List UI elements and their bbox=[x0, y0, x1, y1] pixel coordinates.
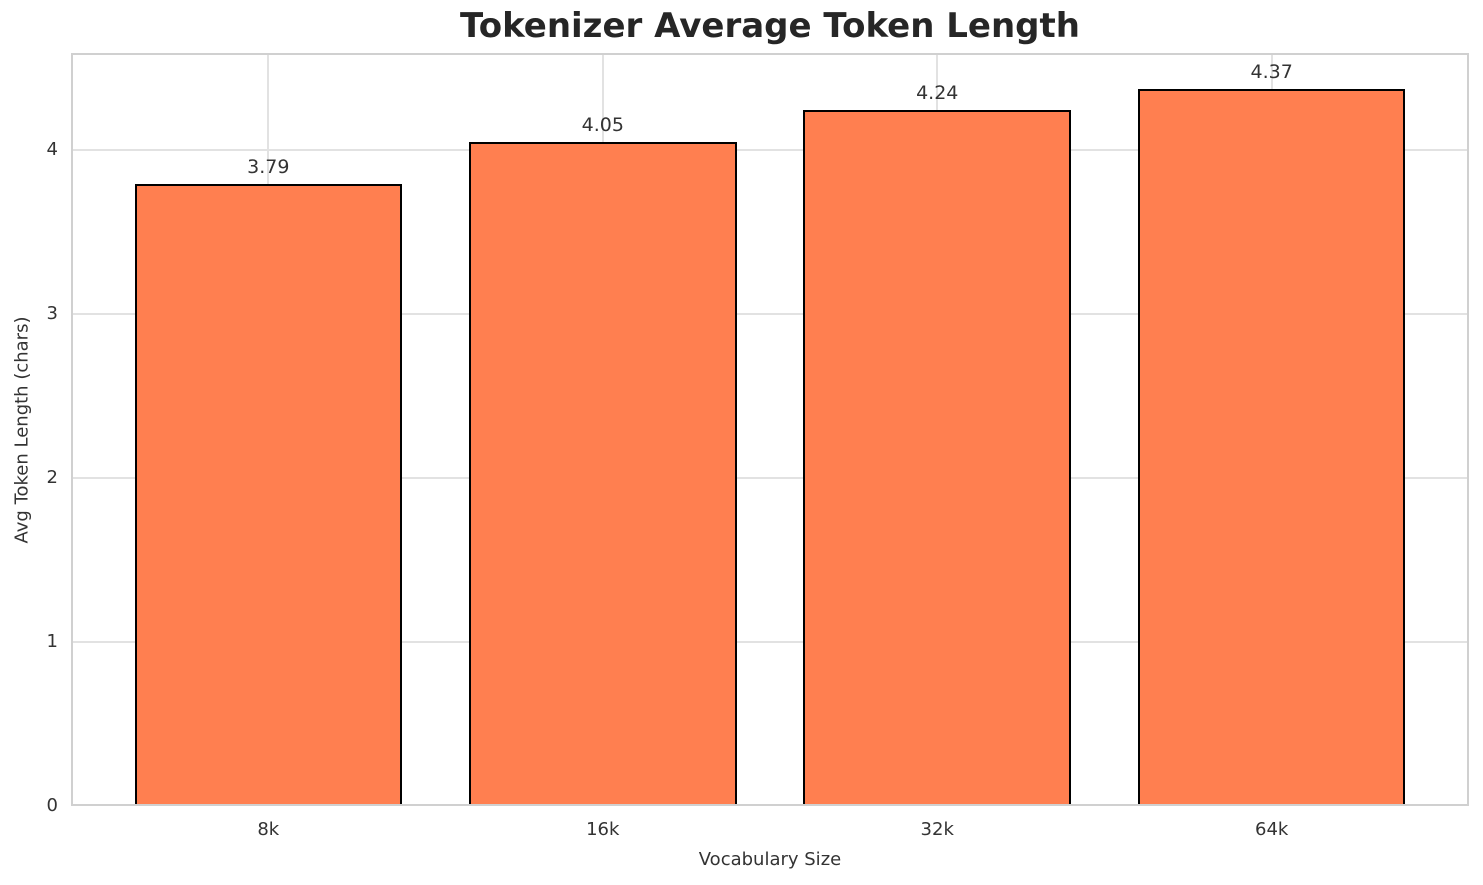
bar-value-label: 4.37 bbox=[1250, 61, 1293, 84]
horizontal-gridline bbox=[71, 148, 1469, 151]
y-axis-label: Avg Token Length (chars) bbox=[11, 316, 33, 544]
y-tick-label: 4 bbox=[46, 138, 58, 160]
bar-8k bbox=[134, 184, 403, 806]
horizontal-gridline bbox=[71, 476, 1469, 479]
x-tick-label: 64k bbox=[1255, 819, 1289, 840]
plot-area: 3.79 4.05 4.24 4.37 bbox=[71, 53, 1469, 806]
bar-32k bbox=[803, 110, 1071, 806]
horizontal-gridline bbox=[71, 640, 1469, 643]
y-tick-label: 0 bbox=[46, 795, 58, 816]
bar-value-label: 3.79 bbox=[247, 156, 290, 179]
x-axis-label: Vocabulary Size bbox=[698, 849, 842, 870]
bar-value-label: 4.24 bbox=[916, 82, 959, 105]
bar-16k bbox=[468, 141, 737, 806]
y-tick-label: 3 bbox=[46, 302, 58, 324]
x-tick-label: 32k bbox=[920, 819, 954, 840]
y-tick-label: 1 bbox=[46, 630, 58, 652]
chart-title: Tokenizer Average Token Length bbox=[460, 6, 1080, 46]
x-tick-label: 8k bbox=[257, 819, 280, 840]
x-tick-label: 16k bbox=[586, 819, 620, 840]
y-tick-label: 2 bbox=[46, 466, 58, 488]
bar-value-label: 4.05 bbox=[581, 113, 624, 136]
horizontal-gridline bbox=[71, 312, 1469, 315]
bar-64k bbox=[1137, 89, 1406, 806]
